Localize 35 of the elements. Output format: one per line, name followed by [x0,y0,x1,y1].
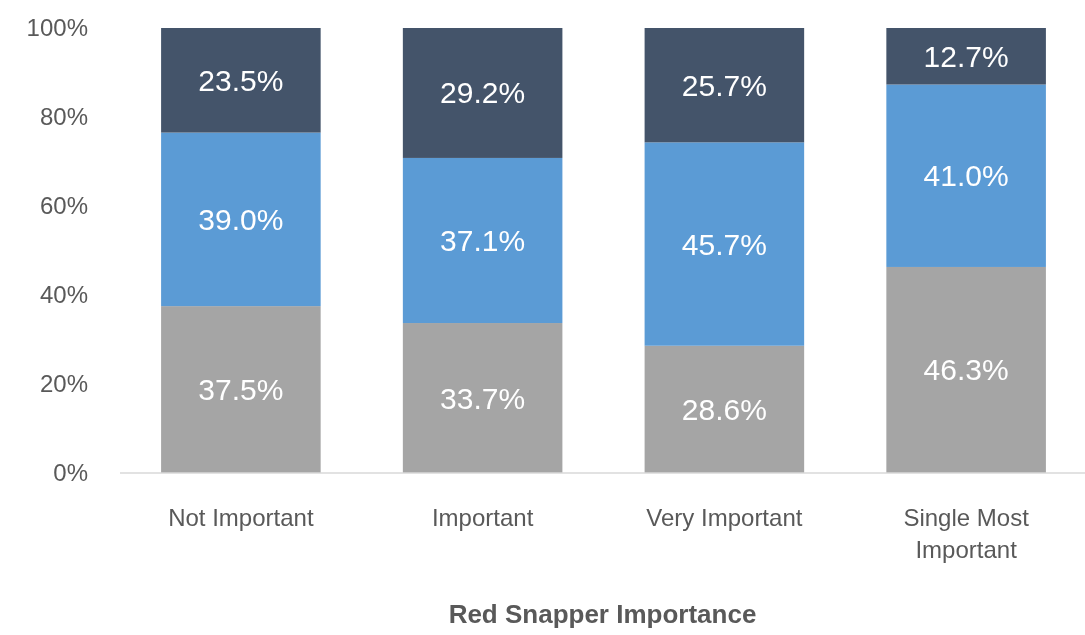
data-label: 12.7% [923,39,1009,73]
data-label: 41.0% [923,159,1009,193]
bar [886,266,1046,473]
bar [402,323,563,473]
x-tick-label: Important [431,504,534,531]
y-tick-label: 0% [53,459,88,487]
bar [886,28,1046,85]
data-label: 33.7% [440,381,526,415]
bar [161,306,321,473]
y-tick-label: 20% [39,370,88,398]
y-tick-label: 80% [39,103,88,131]
data-label: 29.2% [440,76,526,110]
bar [402,28,563,158]
y-tick-label: 40% [39,281,88,309]
bar [402,157,563,324]
x-tick-label: Not Important [168,504,314,531]
data-label: 37.5% [198,373,284,407]
bar [161,132,321,307]
bar [644,142,805,346]
bar [644,345,805,473]
x-axis-title: Red Snapper Importance [448,599,757,629]
data-label: 25.7% [681,68,767,102]
data-label: 46.3% [923,353,1009,387]
data-label: 39.0% [198,202,284,236]
x-tick-label: Single Most Important [903,504,1030,563]
data-label: 45.7% [681,227,767,261]
bar [161,28,321,133]
data-label: 37.1% [440,223,526,257]
y-tick-label: 60% [39,192,88,220]
x-tick-label: Very Important [646,504,803,531]
bar [886,84,1046,267]
bar [644,28,805,143]
data-label: 28.6% [681,392,767,426]
y-tick-label: 100% [26,14,88,42]
data-label: 23.5% [198,63,284,97]
